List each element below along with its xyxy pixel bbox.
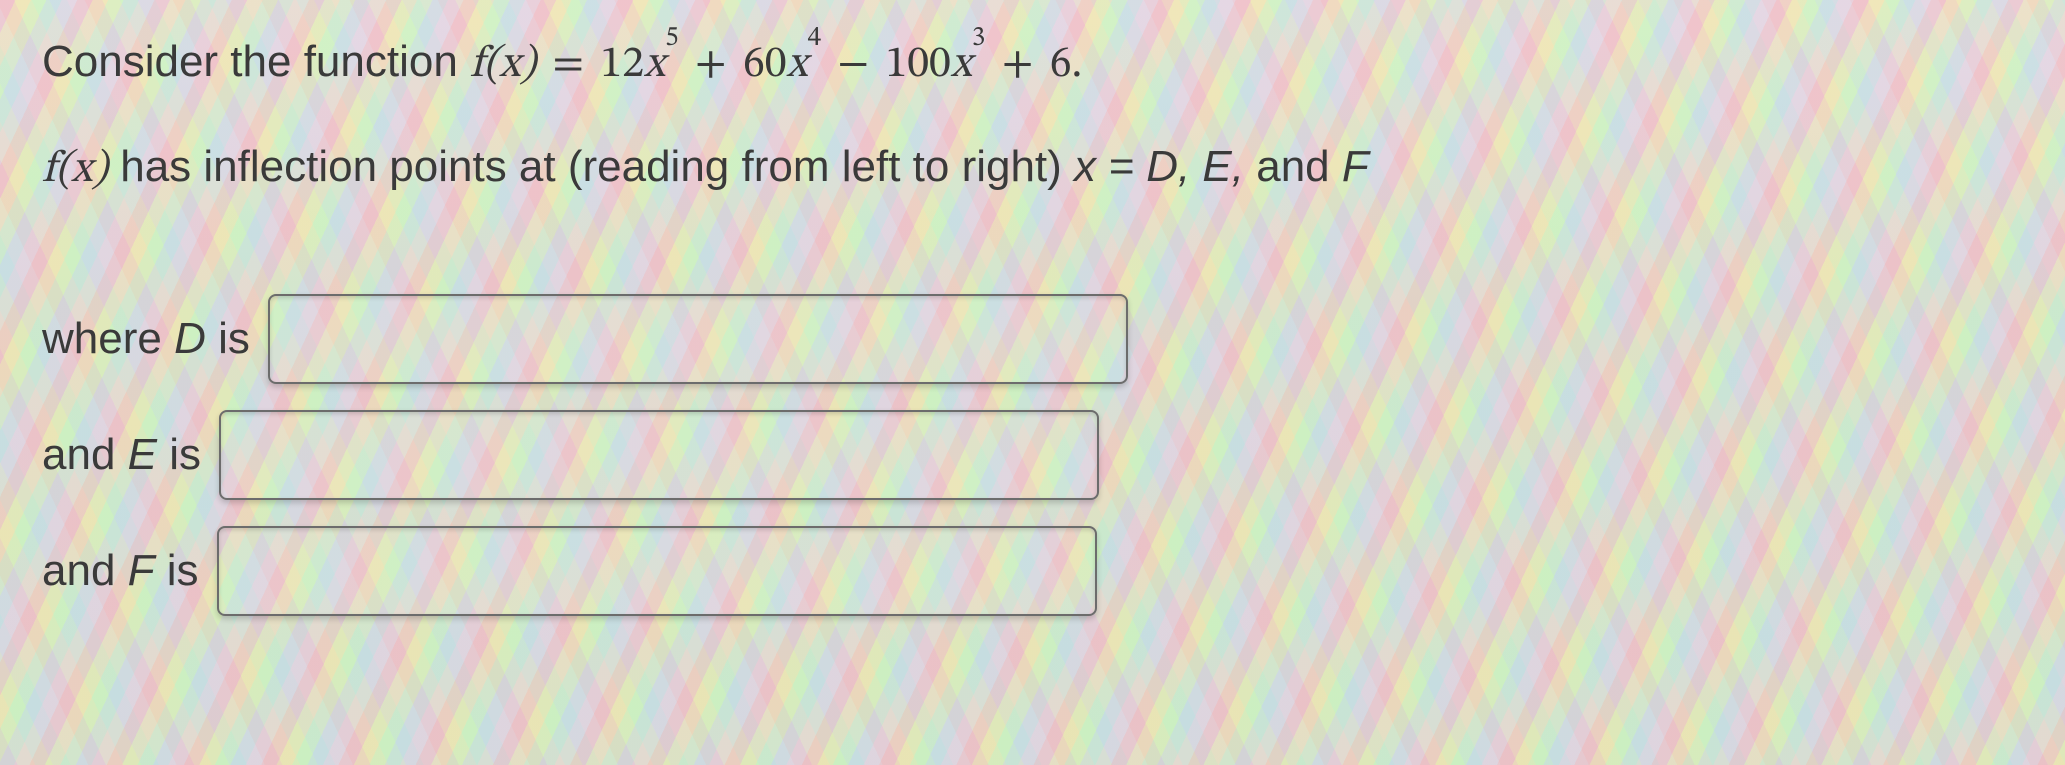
answer-d-input[interactable] — [268, 294, 1128, 384]
label-d-pre: where — [42, 314, 174, 363]
coef-x3: 100 — [885, 43, 950, 87]
var-x3: x — [951, 43, 972, 87]
var-F: F — [1342, 142, 1369, 191]
func-ref: f(x) — [42, 148, 108, 192]
answer-row-f: and F is — [42, 526, 2025, 616]
const-term: 6 — [1050, 43, 1072, 87]
exp-3: 3 — [972, 25, 986, 52]
coef-x4: 60 — [743, 43, 787, 87]
period: . — [1072, 43, 1083, 87]
label-f-post: is — [155, 546, 199, 595]
label-d-post: is — [206, 314, 250, 363]
label-e-post: is — [157, 430, 201, 479]
plus-2: + — [996, 43, 1040, 87]
answer-d-label: where D is — [42, 314, 250, 364]
func-lhs: f(x) — [470, 43, 536, 87]
equals-sign: = — [546, 43, 590, 87]
exp-5: 5 — [665, 25, 679, 52]
plus-1: + — [689, 43, 733, 87]
answer-f-input[interactable] — [217, 526, 1097, 616]
problem-statement-line-2: f(x) has inflection points at (reading f… — [42, 139, 2025, 198]
coef-x5: 12 — [600, 43, 644, 87]
intro-text: Consider the function — [42, 37, 470, 86]
answer-row-d: where D is — [42, 294, 2025, 384]
label-e-pre: and — [42, 430, 128, 479]
answer-e-label: and E is — [42, 430, 201, 480]
label-d-var: D — [174, 314, 206, 363]
var-x5: x — [644, 43, 665, 87]
answer-row-e: and E is — [42, 410, 2025, 500]
minus: − — [831, 43, 875, 87]
label-f-pre: and — [42, 546, 128, 595]
problem-statement-line-1: Consider the function f(x) = 12x5 + 60x4… — [42, 34, 2025, 93]
answers-section: where D is and E is and F is — [42, 294, 2025, 616]
function-definition: f(x) = 12x5 + 60x4 − 100x3 + 6. — [470, 43, 1082, 87]
vars-DEF-part1: x = D, E, — [1074, 142, 1244, 191]
exp-4: 4 — [808, 25, 822, 52]
label-f-var: F — [128, 546, 155, 595]
and-text: and — [1256, 142, 1342, 191]
inflection-text: has inflection points at (reading from l… — [120, 142, 1074, 191]
label-e-var: E — [128, 430, 157, 479]
answer-f-label: and F is — [42, 546, 199, 596]
answer-e-input[interactable] — [219, 410, 1099, 500]
var-x4: x — [787, 43, 808, 87]
